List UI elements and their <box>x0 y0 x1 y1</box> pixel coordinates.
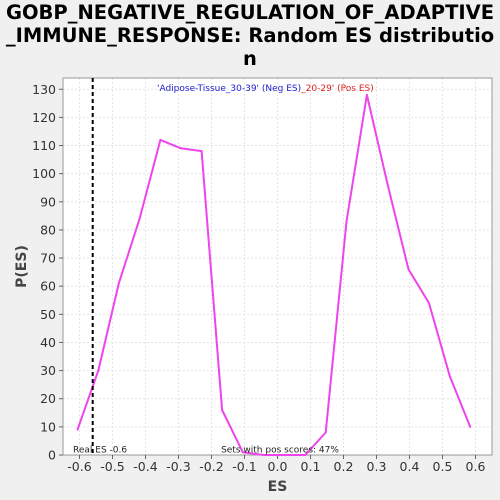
data-point <box>407 268 410 271</box>
x-tick-label: 0.6 <box>466 459 486 474</box>
data-point <box>97 369 100 372</box>
x-tick-label: -0.3 <box>166 459 190 474</box>
legend-pos-entry: _20-29' (Pos ES) <box>300 84 374 94</box>
x-tick-label: 0.0 <box>268 459 288 474</box>
data-point <box>200 150 203 153</box>
x-tick-label: 0.3 <box>367 459 387 474</box>
y-tick-label: 40 <box>40 335 56 350</box>
real-es-label: Real ES -0.6 <box>73 446 127 456</box>
x-tick-label: -0.5 <box>100 459 124 474</box>
y-tick-label: 10 <box>40 419 56 434</box>
y-tick-label: 120 <box>32 110 56 125</box>
data-point <box>221 408 224 411</box>
data-point <box>262 454 265 456</box>
y-tick-label: 90 <box>40 194 56 209</box>
data-point <box>76 428 79 431</box>
y-tick-label: 110 <box>32 138 56 153</box>
pos-scores-label: Sets with pos scores: 47% <box>221 446 339 456</box>
x-tick-label: 0.1 <box>301 459 321 474</box>
y-tick-label: 80 <box>40 222 56 237</box>
data-point <box>159 138 162 141</box>
data-point <box>386 183 389 186</box>
x-tick-label: 0.2 <box>334 459 354 474</box>
chart-title: GOBP_NEGATIVE_REGULATION_OF_ADAPTIVE_IMM… <box>5 1 495 70</box>
data-point <box>241 451 244 454</box>
y-tick-label: 70 <box>40 251 56 266</box>
x-axis-label: ES <box>268 479 288 495</box>
data-point <box>345 220 348 223</box>
data-point <box>365 93 368 96</box>
es-distribution-line <box>76 93 472 456</box>
data-point <box>179 147 182 150</box>
y-tick-label: 20 <box>40 391 56 406</box>
y-tick-label: 60 <box>40 279 56 294</box>
data-point <box>304 454 307 456</box>
x-tick-label: -0.1 <box>232 459 256 474</box>
x-tick-label: -0.2 <box>199 459 223 474</box>
data-point <box>324 431 327 434</box>
legend: 'Adipose-Tissue_30-39' (Neg ES)_20-29' (… <box>157 84 374 94</box>
y-tick-label: 100 <box>32 166 56 181</box>
y-tick-label: 50 <box>40 307 56 322</box>
y-tick-label: 30 <box>40 363 56 378</box>
x-tick-label: -0.4 <box>133 459 157 474</box>
data-point <box>469 425 472 428</box>
y-axis-label: P(ES) <box>14 245 30 288</box>
data-point <box>283 454 286 456</box>
x-tick-label: 0.4 <box>400 459 420 474</box>
data-point <box>117 282 120 285</box>
data-point <box>427 302 430 305</box>
y-tick-label: 130 <box>32 82 56 97</box>
x-tick-label: 0.5 <box>433 459 453 474</box>
y-tick-label: 0 <box>48 448 56 463</box>
x-tick-label: -0.6 <box>67 459 91 474</box>
data-point <box>448 375 451 378</box>
data-point <box>138 217 141 220</box>
legend-neg-entry: 'Adipose-Tissue_30-39' (Neg ES) <box>157 84 301 94</box>
